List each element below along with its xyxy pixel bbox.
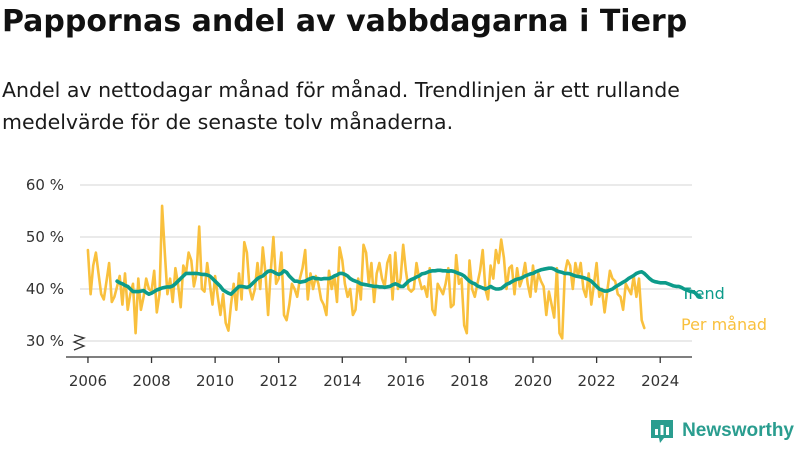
x-tick-label: 2018	[450, 372, 488, 390]
legend-trend: Trend	[680, 284, 725, 303]
axis-break-mark	[72, 334, 86, 351]
x-tick-label: 2022	[578, 372, 616, 390]
x-tick-label: 2008	[132, 372, 170, 390]
x-tick-label: 2020	[514, 372, 552, 390]
y-tick-label: 50 %	[26, 228, 64, 246]
legend-per-month: Per månad	[681, 315, 767, 334]
legend: Per månad Trend	[680, 284, 767, 334]
x-tick-label: 2024	[641, 372, 679, 390]
newsworthy-logo-icon	[651, 420, 674, 443]
x-tick-label: 2012	[260, 372, 298, 390]
x-tick-label: 2010	[196, 372, 234, 390]
x-axis: 2006 2008 2010 2012 2014 2016 2018 2020 2022 2024	[66, 356, 692, 390]
chart-subtitle: Andel av nettodagar månad för månad. Tre…	[2, 78, 680, 134]
x-tick-label: 2016	[387, 372, 425, 390]
y-axis: 30 % 40 % 50 % 60 %	[26, 176, 86, 351]
y-tick-label: 30 %	[26, 332, 64, 350]
monthly-line	[86, 204, 646, 340]
chart-title: Pappornas andel av vabbdagarna i Tierp	[2, 4, 688, 39]
x-tick-label: 2014	[323, 372, 361, 390]
x-tick-label: 2006	[69, 372, 107, 390]
brand-logo: Newsworthy	[649, 418, 794, 444]
series-lines	[86, 204, 702, 340]
brand-name: Newsworthy	[682, 420, 794, 441]
trend-line	[115, 266, 702, 299]
y-tick-label: 40 %	[26, 280, 64, 298]
y-tick-label: 60 %	[26, 176, 64, 194]
